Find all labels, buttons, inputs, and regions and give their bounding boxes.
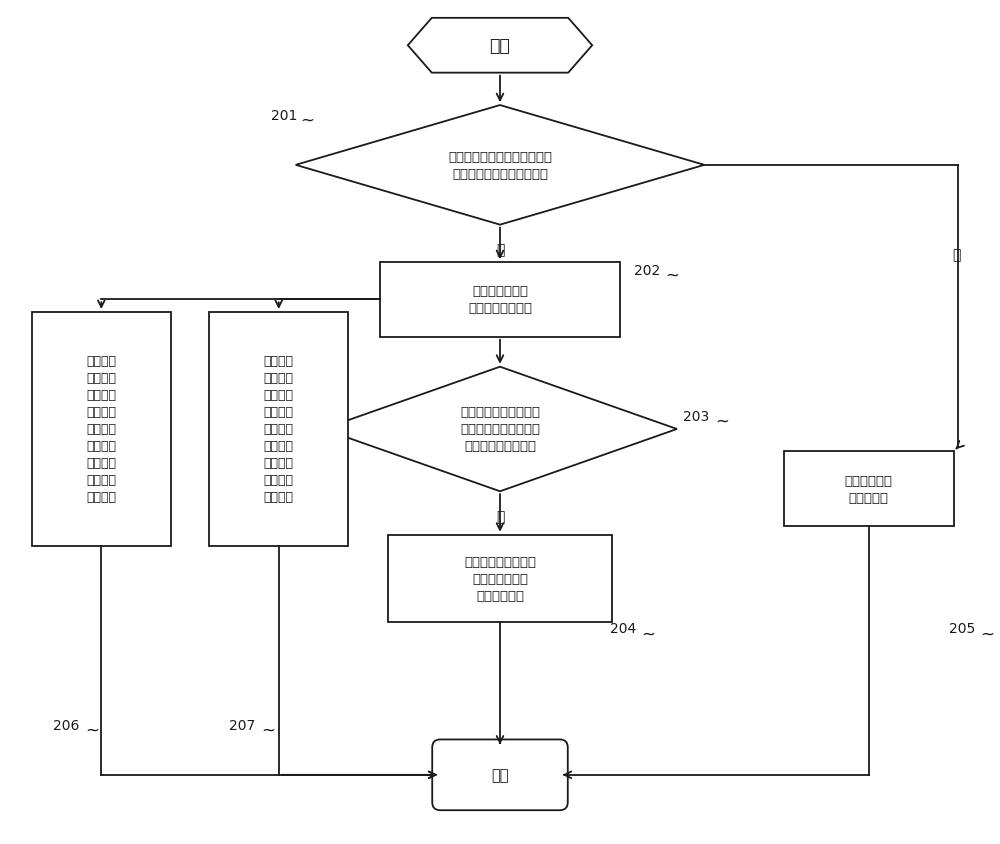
Bar <box>388 535 612 623</box>
Text: 检测到用
户的第二
预设操作
时，按照
第三预设
步长减小
所述第一
闪光灯的
驱动电流: 检测到用 户的第二 预设操作 时，按照 第三预设 步长减小 所述第一 闪光灯的 … <box>264 355 294 504</box>
Text: 将所述第一闪光
灯作为手电筒打开: 将所述第一闪光 灯作为手电筒打开 <box>468 285 532 315</box>
Text: 每隔预设时间间隔，检
测所述第一闪光灯的温
度是否超过预设阈值: 每隔预设时间间隔，检 测所述第一闪光灯的温 度是否超过预设阈值 <box>460 406 540 453</box>
Text: 203: 203 <box>683 409 710 424</box>
Bar <box>380 262 620 338</box>
Text: 检测到用
户的第一
预设操作
时，按照
第二预设
步长增大
所述第一
闪光灯的
驱动电流: 检测到用 户的第一 预设操作 时，按照 第二预设 步长增大 所述第一 闪光灯的 … <box>86 355 116 504</box>
Text: 开始: 开始 <box>490 37 510 55</box>
Text: 是: 是 <box>952 248 961 262</box>
Text: ~: ~ <box>261 721 275 739</box>
Bar <box>209 312 348 546</box>
Polygon shape <box>323 367 677 492</box>
Text: ~: ~ <box>980 625 994 642</box>
Bar <box>32 312 171 546</box>
Bar <box>784 452 954 527</box>
Text: 执行预先设置
的提示操作: 执行预先设置 的提示操作 <box>845 474 893 504</box>
Text: 204: 204 <box>610 621 636 636</box>
Text: ~: ~ <box>715 413 729 430</box>
Text: 207: 207 <box>229 718 255 732</box>
Text: ~: ~ <box>301 112 315 130</box>
Text: 201: 201 <box>271 109 297 123</box>
Text: ~: ~ <box>665 266 679 284</box>
Text: 结束: 结束 <box>491 767 509 782</box>
Text: 205: 205 <box>949 621 975 636</box>
Text: 按照第一预设步长减
小所述第一闪光
灯的驱动电流: 按照第一预设步长减 小所述第一闪光 灯的驱动电流 <box>464 555 536 603</box>
Text: ~: ~ <box>642 625 655 642</box>
FancyBboxPatch shape <box>432 739 568 810</box>
Text: 否: 否 <box>496 243 504 257</box>
Text: 是: 是 <box>496 510 504 523</box>
Text: 检测到手电筒开启指令时，判
断所述第一闪光灯是否损坏: 检测到手电筒开启指令时，判 断所述第一闪光灯是否损坏 <box>448 151 552 181</box>
Text: ~: ~ <box>85 721 99 739</box>
Text: 202: 202 <box>634 263 660 277</box>
Polygon shape <box>296 106 704 225</box>
Text: 206: 206 <box>53 718 80 732</box>
Polygon shape <box>408 19 592 73</box>
